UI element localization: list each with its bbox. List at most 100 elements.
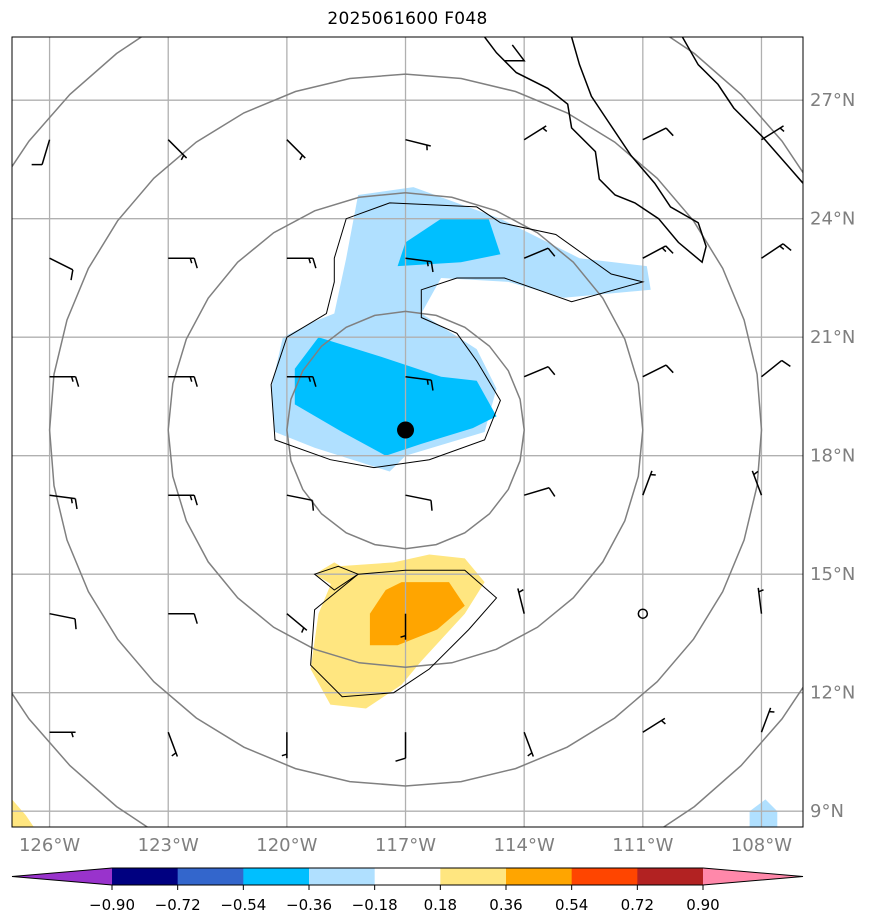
wind-barb-1 (167, 139, 188, 161)
wind-barb-4 (523, 125, 548, 141)
colorbar-extend-low (12, 868, 112, 885)
lat-tick-label: 15°N (810, 564, 855, 585)
lat-tick-label: 27°N (810, 90, 855, 111)
wind-barb-2 (286, 139, 306, 161)
wind-barb-36 (167, 731, 179, 757)
wind-barb-20 (761, 359, 791, 378)
colorbar-tick-label: 0.54 (555, 896, 588, 914)
field-region-2 (294, 337, 497, 456)
lon-tick-label: 120°W (256, 835, 317, 856)
range-ring-1 (167, 191, 644, 669)
lon-tick-label: 123°W (138, 835, 199, 856)
wind-barb-27 (751, 470, 763, 496)
field-region-5 (369, 582, 465, 646)
range-rings (12, 37, 803, 827)
colorbar-segment (440, 868, 507, 885)
axis-labels: 126°W 123°W 120°W 117°W 114°W 111°W 108°W 27°N 2… (19, 90, 855, 856)
wind-barb-31 (400, 613, 407, 640)
coastline-1 (681, 37, 803, 184)
field-region-1 (397, 218, 501, 267)
range-ring-3 (12, 37, 803, 827)
colorbar-tick-label: −0.90 (89, 896, 135, 914)
wind-barb-16 (286, 375, 317, 387)
colorbar-segment (177, 868, 244, 885)
coastline-0 (484, 37, 707, 264)
wind-barb-23 (286, 494, 315, 511)
colorbar: −0.90 −0.72 −0.54 −0.36 −0.18 0.18 0.36 0.54 0.7… (11, 867, 804, 914)
lon-tick-label: 111°W (612, 835, 673, 856)
small-contour (313, 565, 360, 591)
wind-barb-28 (49, 612, 77, 630)
wind-barb-38 (395, 732, 407, 762)
coastline-layer (484, 37, 803, 264)
lon-tick-label: 117°W (375, 835, 436, 856)
colorbar-tick-label: −0.54 (220, 896, 266, 914)
colorbar-segment (506, 868, 573, 885)
colorbar-segment (243, 868, 310, 885)
colorbar-segment (112, 868, 179, 885)
wind-barb-6 (761, 125, 785, 141)
colorbar-segment (571, 868, 638, 885)
wind-barb-33 (637, 608, 649, 619)
field-region-7 (12, 799, 34, 827)
storm-center-marker (397, 421, 415, 439)
wind-barb-7 (49, 257, 74, 281)
range-ring-0 (286, 310, 525, 550)
positive-contour (310, 569, 498, 698)
wind-barb-40 (642, 717, 666, 733)
wind-barb-39 (523, 731, 535, 757)
lat-tick-label: 24°N (810, 209, 855, 230)
wind-barb-24 (405, 494, 433, 511)
wind-barb-17 (405, 375, 434, 391)
wind-barb-29 (168, 612, 198, 624)
negative-contour (270, 202, 645, 469)
colorbar-segment (637, 868, 704, 885)
wind-barb-11 (523, 247, 556, 259)
wind-barbs (31, 125, 792, 762)
colorbar-segment (374, 868, 441, 885)
field-layer (12, 187, 778, 827)
wind-barb-26 (642, 470, 656, 496)
lat-tick-label: 18°N (810, 446, 855, 467)
wind-barb-35 (49, 731, 76, 738)
colorbar-tick-label: −0.36 (286, 896, 332, 914)
wind-barb-12 (642, 245, 674, 259)
lat-tick-label: 12°N (810, 683, 855, 704)
outline-layer (270, 202, 645, 698)
plot-frame (11, 36, 804, 828)
wind-barb-3 (405, 138, 431, 151)
wind-barb-18 (523, 366, 556, 378)
wind-barb-37 (281, 732, 288, 759)
wind-barb-9 (286, 257, 317, 269)
wind-barb-34 (757, 587, 764, 614)
lat-tick-label: 9°N (810, 801, 844, 822)
wind-barb-32 (517, 588, 525, 614)
wind-barb-13 (761, 243, 792, 259)
wind-barb-19 (642, 364, 674, 378)
colorbar-tick-label: 0.18 (424, 896, 457, 914)
wind-barb-21 (49, 494, 78, 510)
lat-tick-label: 21°N (810, 327, 855, 348)
wind-barb-25 (523, 487, 556, 497)
colorbar-tick-label: −0.18 (352, 896, 398, 914)
colorbar-tick-label: −0.72 (155, 896, 201, 914)
range-ring-2 (48, 73, 763, 787)
coastline-2 (504, 44, 526, 62)
colorbar-tick-label: 0.72 (621, 896, 654, 914)
wind-barb-10 (405, 257, 434, 273)
field-region-6 (749, 799, 778, 827)
wind-barb-5 (642, 127, 674, 141)
chart-title: 2025061600 F048 (327, 9, 488, 29)
wind-barb-8 (168, 257, 198, 269)
wind-barb-0 (31, 139, 51, 166)
lon-tick-label: 114°W (494, 835, 555, 856)
wind-barb-41 (760, 707, 775, 733)
colorbar-tick-label: 0.36 (489, 896, 522, 914)
wind-barb-22 (168, 494, 198, 506)
wind-barb-30 (286, 613, 308, 633)
wind-barb-14 (49, 375, 80, 387)
lon-tick-label: 126°W (19, 835, 80, 856)
lon-tick-label: 108°W (731, 835, 792, 856)
colorbar-segment (309, 868, 376, 885)
